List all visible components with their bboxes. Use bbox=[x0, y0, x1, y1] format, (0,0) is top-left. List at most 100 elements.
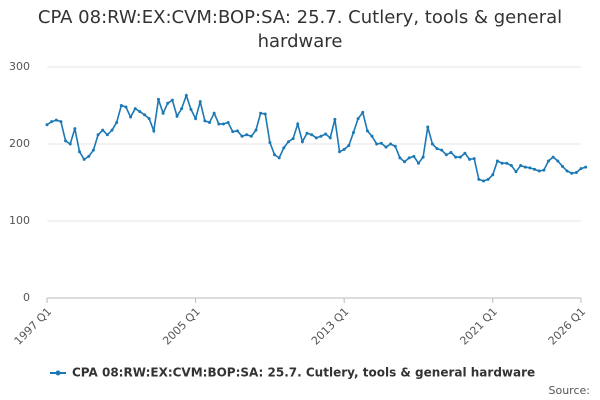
data-point bbox=[384, 145, 388, 149]
data-point bbox=[198, 100, 202, 104]
data-point bbox=[143, 113, 147, 117]
data-point bbox=[138, 110, 142, 114]
data-point bbox=[152, 129, 156, 133]
data-point bbox=[78, 150, 82, 154]
x-tick-label: 2005 Q1 bbox=[160, 305, 203, 348]
data-point bbox=[533, 167, 537, 171]
data-point bbox=[449, 150, 453, 154]
data-point bbox=[379, 141, 383, 145]
data-point bbox=[491, 173, 495, 177]
data-point bbox=[156, 97, 160, 101]
data-point bbox=[184, 93, 188, 97]
data-point bbox=[305, 131, 309, 135]
data-point bbox=[333, 117, 337, 121]
data-point bbox=[194, 117, 198, 121]
data-point bbox=[356, 117, 360, 121]
data-point bbox=[64, 139, 68, 143]
data-point bbox=[458, 155, 462, 159]
data-point bbox=[454, 155, 458, 159]
data-point bbox=[180, 107, 184, 111]
data-point bbox=[342, 147, 346, 151]
data-point bbox=[523, 165, 527, 169]
data-point bbox=[328, 136, 332, 140]
data-point bbox=[221, 122, 225, 126]
data-point bbox=[500, 161, 504, 165]
data-point bbox=[537, 169, 541, 173]
data-point bbox=[375, 142, 379, 146]
data-point bbox=[314, 136, 318, 140]
data-point bbox=[166, 101, 170, 105]
y-tick-label: 300 bbox=[9, 60, 30, 73]
data-point bbox=[477, 177, 481, 181]
data-point bbox=[565, 169, 569, 173]
data-point bbox=[430, 142, 434, 146]
y-tick-label: 200 bbox=[9, 137, 30, 150]
data-point bbox=[203, 119, 207, 123]
x-tick-label: 1997 Q1 bbox=[12, 305, 55, 348]
data-point bbox=[175, 114, 179, 118]
data-point bbox=[509, 164, 513, 168]
data-point bbox=[291, 137, 295, 141]
data-point bbox=[495, 159, 499, 163]
data-point bbox=[468, 157, 472, 161]
data-point bbox=[486, 177, 490, 181]
x-tick-label: 2021 Q1 bbox=[457, 305, 500, 348]
data-point bbox=[249, 134, 253, 138]
data-point bbox=[170, 98, 174, 102]
data-point bbox=[579, 167, 583, 171]
data-point bbox=[240, 134, 244, 138]
legend-marker bbox=[55, 370, 61, 376]
data-point bbox=[54, 118, 58, 122]
data-point bbox=[310, 133, 314, 137]
data-point bbox=[73, 127, 77, 131]
data-point bbox=[440, 148, 444, 152]
data-point bbox=[124, 105, 128, 109]
data-point bbox=[68, 142, 72, 146]
data-point bbox=[105, 133, 109, 137]
data-point bbox=[472, 157, 476, 161]
data-point bbox=[551, 155, 555, 159]
data-point bbox=[101, 128, 105, 132]
data-point bbox=[50, 120, 54, 124]
data-point bbox=[365, 129, 369, 133]
data-point bbox=[129, 115, 133, 119]
data-point bbox=[505, 161, 509, 165]
data-point bbox=[45, 123, 49, 127]
data-point bbox=[91, 148, 95, 152]
data-point bbox=[319, 134, 323, 138]
data-point bbox=[347, 144, 351, 148]
data-point bbox=[259, 111, 263, 115]
data-point bbox=[115, 120, 119, 124]
data-point bbox=[556, 159, 560, 163]
data-point bbox=[528, 166, 532, 170]
data-point bbox=[133, 107, 137, 111]
data-point bbox=[226, 120, 230, 124]
chart-title: CPA 08:RW:EX:CVM:BOP:SA: 25.7. Cutlery, … bbox=[37, 7, 563, 52]
data-point bbox=[481, 179, 485, 183]
data-point bbox=[277, 156, 281, 160]
data-point bbox=[263, 112, 267, 116]
data-point bbox=[282, 146, 286, 150]
data-point bbox=[351, 130, 355, 134]
data-point bbox=[338, 150, 342, 154]
data-point bbox=[300, 140, 304, 144]
data-point bbox=[421, 155, 425, 159]
legend-label: CPA 08:RW:EX:CVM:BOP:SA: 25.7. Cutlery, … bbox=[72, 366, 535, 380]
data-point bbox=[189, 107, 193, 111]
data-point bbox=[268, 140, 272, 144]
y-tick-label: 0 bbox=[23, 291, 30, 304]
data-point bbox=[119, 104, 123, 107]
data-point bbox=[519, 164, 523, 168]
data-point bbox=[542, 168, 546, 172]
data-point bbox=[426, 125, 430, 129]
data-point bbox=[231, 130, 235, 134]
data-point bbox=[584, 165, 588, 169]
data-point bbox=[87, 154, 91, 158]
data-point bbox=[514, 170, 518, 174]
data-point bbox=[82, 157, 86, 161]
data-point bbox=[208, 120, 212, 124]
data-point bbox=[370, 134, 374, 138]
data-point bbox=[393, 144, 397, 148]
